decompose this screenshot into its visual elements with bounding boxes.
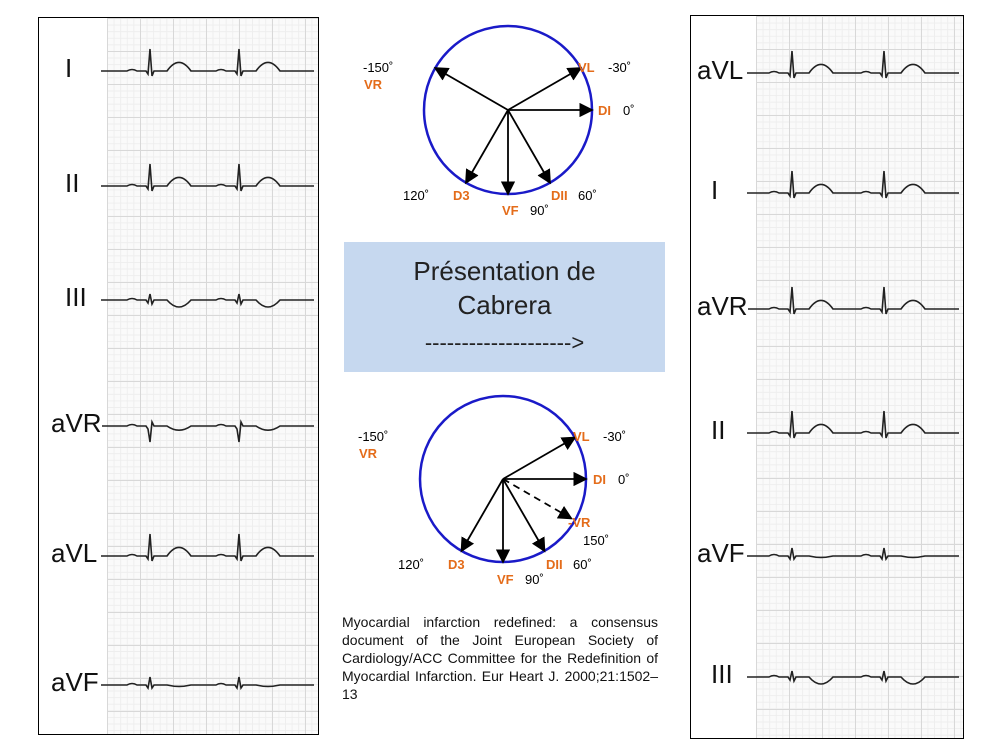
ecg-trace [101,676,314,691]
vf-angle: 90˚ [530,203,549,218]
minus-vr-arrow [502,478,573,520]
hexaxial-diagram-standard: -150˚ VR VL -30˚ DI 0˚ DII 60˚ VF 90˚ D3 120˚ [363,24,635,218]
vf-angle: 90˚ [525,572,544,587]
lead-label: II [711,415,726,446]
lead-label: III [65,282,87,313]
dii-angle: 60˚ [578,188,597,203]
lead-label: II [65,168,80,199]
hexaxial-diagram-cabrera: -150˚ VR VL -30˚ DI 0˚ DII 60˚ VF 90˚ D3 120˚ -VR 150… [358,394,630,587]
ecg-trace [101,48,314,77]
vl-angle: -30˚ [608,60,631,75]
dii-label: DII [551,188,568,203]
lead-axis-arrow [465,109,509,185]
lead-axis-arrow [507,67,583,111]
dii-label: DII [546,557,563,572]
title-line-1: Présentation de [413,256,596,286]
d3-angle: 120˚ [403,188,429,203]
vr-angle: -150˚ [363,60,393,75]
vl-angle: -30˚ [603,429,626,444]
reference-citation: Myocardial infarction redefined: a conse… [342,614,658,702]
vr-angle: -150˚ [358,429,388,444]
vl-label: VL [573,429,590,444]
lead-axis-arrow [502,436,577,480]
dii-angle: 60˚ [573,557,592,572]
di-angle: 0˚ [623,103,635,118]
title-box: Présentation de Cabrera ----------------… [344,242,665,372]
ecg-trace [747,547,959,562]
ecg-trace [747,50,959,79]
ecg-trace [747,410,959,439]
vf-label: VF [502,203,519,218]
ecg-trace [747,286,959,315]
d3-label: D3 [448,557,465,572]
minus-vr-angle: 150˚ [583,533,609,548]
lead-label: III [711,659,733,690]
lead-axis-arrow [502,478,546,553]
lead-label: aVL [51,538,98,569]
ecg-trace [747,670,959,685]
d3-label: D3 [453,188,470,203]
vr-label: VR [359,446,378,461]
title-line-2: Cabrera [457,290,552,320]
left-ecg-strip: I II III aVR aVL aVF [38,17,319,735]
di-angle: 0˚ [618,472,630,487]
ecg-trace [747,170,959,199]
vr-label: VR [364,77,383,92]
lead-axis-arrow [507,109,551,185]
ecg-grid-paper [107,18,318,734]
di-label: DI [598,103,611,118]
ecg-trace [101,293,314,308]
lead-label: aVF [697,538,745,569]
lead-label: aVL [697,55,744,86]
lead-label: aVR [697,291,748,322]
vl-label: VL [578,60,595,75]
lead-axis-arrow [433,67,509,111]
lead-axis-arrow [460,478,504,553]
lead-label: I [711,175,719,206]
arrow-text: --------------------> [424,330,585,355]
vf-label: VF [497,572,514,587]
ecg-trace [101,163,314,192]
ecg-trace [101,533,314,562]
di-label: DI [593,472,606,487]
lead-label: aVR [51,408,102,439]
ecg-trace [101,419,314,443]
lead-label: I [65,53,73,84]
lead-label: aVF [51,667,99,698]
ecg-grid-paper [756,16,963,738]
minus-vr-label: -VR [568,515,591,530]
d3-angle: 120˚ [398,557,424,572]
